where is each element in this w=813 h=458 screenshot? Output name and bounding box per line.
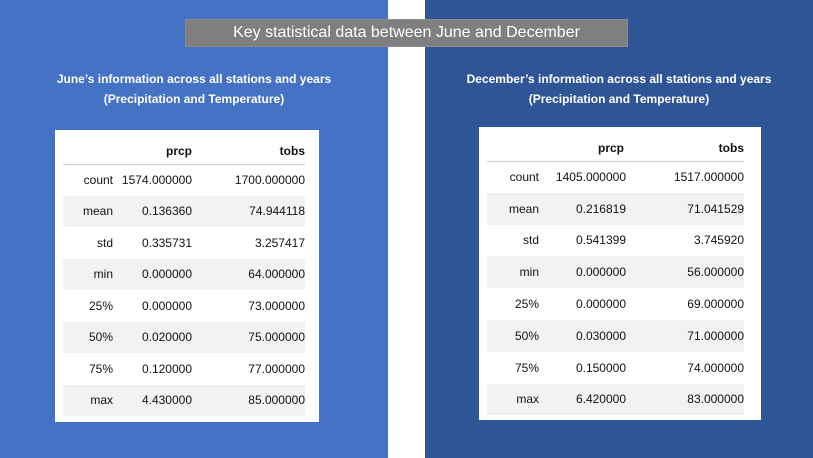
cell-prcp: 0.120000: [141, 361, 192, 376]
table-row: count 1405.000000 1517.000000: [487, 161, 744, 193]
table-row: 25% 0.000000 69.000000: [487, 288, 744, 320]
cell-prcp: 4.430000: [113, 384, 208, 416]
table-row: 75% 0.120000 77.000000: [63, 353, 305, 385]
cell-prcp: 6.420000: [539, 383, 642, 416]
cell-tobs: 71.041529: [642, 192, 744, 225]
column-header-prcp: prcp: [165, 143, 192, 158]
row-label: 25%: [88, 298, 113, 313]
cell-prcp: 0.000000: [141, 298, 192, 313]
table-row: std 0.335731 3.257417: [63, 227, 305, 259]
cell-tobs: 74.944118: [208, 195, 305, 227]
row-label: count: [509, 170, 539, 185]
cell-prcp: 0.000000: [539, 256, 642, 289]
row-label: max: [487, 383, 539, 416]
row-label: count: [83, 173, 113, 187]
table-index-header: [63, 138, 113, 164]
table-row: max 4.430000 85.000000: [63, 384, 305, 416]
table-row: 50% 0.030000 71.000000: [487, 319, 744, 352]
cell-prcp: 0.000000: [575, 297, 626, 312]
row-label: mean: [487, 192, 539, 225]
june-table-card: prcp tobs count 1574.000000 1700.000000 mea…: [55, 130, 319, 422]
cell-tobs: 75.000000: [208, 321, 305, 353]
cell-prcp: 1405.000000: [555, 170, 626, 185]
row-label: 50%: [487, 319, 539, 352]
cell-tobs: 74.000000: [687, 360, 744, 375]
cell-prcp: 0.541399: [575, 233, 626, 248]
cell-tobs: 77.000000: [248, 361, 305, 376]
row-label: min: [487, 256, 539, 289]
row-label: 75%: [88, 361, 113, 376]
cell-prcp: 0.030000: [539, 319, 642, 352]
cell-prcp: 0.136360: [113, 195, 208, 227]
december-heading-line1: December’s information across all statio…: [466, 72, 772, 86]
column-header-prcp: prcp: [597, 140, 624, 155]
december-heading-line2: (Precipitation and Temperature): [528, 92, 710, 106]
page-title: Key statistical data between June and De…: [185, 19, 628, 47]
june-heading-line2: (Precipitation and Temperature): [103, 92, 285, 106]
row-label: 25%: [514, 297, 539, 312]
table-row: count 1574.000000 1700.000000: [63, 164, 305, 196]
row-label: min: [63, 258, 113, 290]
table-row: max 6.420000 83.000000: [487, 383, 744, 416]
table-index-header: [487, 135, 539, 161]
cell-prcp: 0.000000: [113, 258, 208, 290]
cell-prcp: 1574.000000: [121, 173, 192, 187]
cell-tobs: 1517.000000: [673, 170, 744, 185]
row-label: max: [63, 384, 113, 416]
cell-tobs: 56.000000: [642, 256, 744, 289]
cell-tobs: 83.000000: [642, 383, 744, 416]
row-label: 50%: [63, 321, 113, 353]
june-heading: June’s information across all stations a…: [0, 69, 388, 109]
cell-tobs: 3.745920: [693, 233, 744, 248]
cell-prcp: 0.150000: [575, 360, 626, 375]
column-header-tobs: tobs: [279, 143, 305, 158]
cell-tobs: 1700.000000: [234, 173, 305, 187]
row-label: 75%: [514, 360, 539, 375]
cell-tobs: 64.000000: [208, 258, 305, 290]
cell-tobs: 69.000000: [687, 297, 744, 312]
june-heading-line1: June’s information across all stations a…: [56, 72, 332, 86]
row-label: std: [522, 233, 539, 248]
cell-tobs: 3.257417: [254, 235, 305, 250]
table-row: 50% 0.020000 75.000000: [63, 321, 305, 353]
table-row: 25% 0.000000 73.000000: [63, 290, 305, 322]
table-row: min 0.000000 56.000000: [487, 256, 744, 289]
cell-tobs: 85.000000: [208, 384, 305, 416]
table-row: mean 0.216819 71.041529: [487, 192, 744, 225]
cell-tobs: 73.000000: [248, 298, 305, 313]
cell-prcp: 0.216819: [539, 192, 642, 225]
december-table-card: prcp tobs count 1405.000000 1517.000000 mea…: [479, 127, 761, 420]
december-stats-table: prcp tobs count 1405.000000 1517.000000 mea…: [487, 135, 744, 416]
table-row: std 0.541399 3.745920: [487, 225, 744, 257]
december-heading: December’s information across all statio…: [425, 69, 813, 109]
table-row: min 0.000000 64.000000: [63, 258, 305, 290]
row-label: mean: [63, 195, 113, 227]
cell-prcp: 0.335731: [141, 235, 192, 250]
cell-prcp: 0.020000: [113, 321, 208, 353]
table-row: 75% 0.150000 74.000000: [487, 352, 744, 384]
june-stats-table: prcp tobs count 1574.000000 1700.000000 mea…: [63, 138, 305, 416]
row-label: std: [96, 235, 113, 250]
column-header-tobs: tobs: [718, 140, 744, 155]
cell-tobs: 71.000000: [642, 319, 744, 352]
table-row: mean 0.136360 74.944118: [63, 195, 305, 227]
